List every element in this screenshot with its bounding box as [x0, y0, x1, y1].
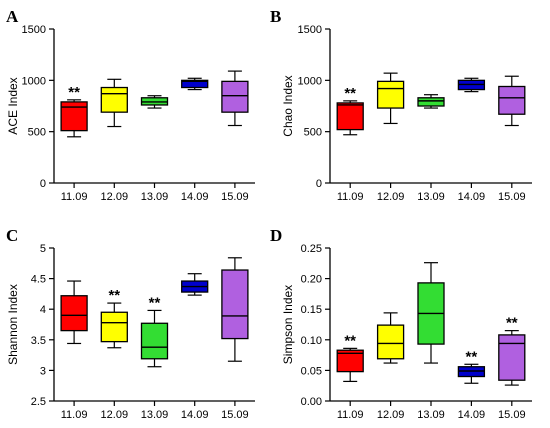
y-tick-label: 0	[40, 178, 46, 190]
box-15.09	[221, 257, 249, 362]
y-axis-label: ACE Index	[6, 77, 20, 134]
y-tick-label: 0.15	[301, 304, 322, 316]
x-tick-label: 15.09	[221, 409, 249, 421]
x-tick-label: 14.09	[458, 191, 486, 203]
significance-marker: **	[344, 85, 356, 102]
y-tick-label: 5	[40, 243, 46, 255]
significance-marker: **	[506, 315, 518, 332]
box-15.09	[498, 330, 526, 386]
box-12.09	[100, 78, 128, 128]
y-tick-label: 1000	[298, 75, 322, 87]
x-tick-label: 15.09	[498, 191, 526, 203]
box-body	[221, 80, 249, 113]
box-12.09	[376, 72, 405, 125]
box-14.09	[181, 77, 209, 91]
x-tick-label: 11.09	[337, 409, 364, 421]
box-body	[60, 295, 88, 332]
box-13.09	[417, 262, 445, 364]
y-tick-label: 1500	[298, 24, 322, 36]
box-body	[376, 324, 405, 360]
x-tick-label: 12.09	[101, 191, 129, 203]
box-body	[100, 86, 128, 113]
box-11.09	[336, 347, 364, 383]
significance-marker: **	[68, 84, 80, 101]
x-tick-label: 13.09	[141, 191, 169, 203]
x-tick-label: 12.09	[377, 191, 405, 203]
box-body	[140, 322, 169, 360]
x-tick-label: 11.09	[61, 409, 88, 421]
significance-marker: **	[344, 332, 356, 349]
significance-marker: **	[466, 348, 478, 365]
box-body	[376, 80, 405, 109]
y-tick-label: 4	[40, 304, 46, 316]
box-11.09	[60, 280, 88, 345]
x-tick-label: 11.09	[61, 191, 88, 203]
x-tick-label: 12.09	[377, 409, 405, 421]
panel-letter: B	[270, 7, 281, 26]
panel-c: C Shannon Index 2.5 3 3.5 4 4.5 5 11.09 12.09 13.0…	[6, 226, 255, 421]
y-tick-label: 4.5	[31, 274, 46, 286]
box-13.09	[140, 309, 169, 368]
y-tick-label: 0.00	[301, 396, 322, 408]
y-tick-label: 3	[40, 365, 46, 377]
box-11.09	[336, 100, 364, 136]
box-14.09	[457, 363, 486, 384]
y-tick-label: 0	[316, 178, 322, 190]
panel-b: B Chao Index 0 500 1000 1500 11.09 12.09 13.09 14…	[270, 7, 532, 203]
box-13.09	[417, 94, 445, 109]
y-axis-label: Simpson Index	[281, 285, 295, 364]
y-tick-label: 1000	[22, 75, 46, 87]
box-15.09	[221, 70, 249, 127]
box-body	[60, 101, 88, 132]
y-tick-label: 500	[28, 127, 46, 139]
y-tick-label: 0.20	[301, 274, 322, 286]
box-body	[100, 311, 128, 343]
y-tick-label: 500	[304, 127, 322, 139]
panel-d: D Simpson Index 0.00 0.05 0.10 0.15 0.20 0.25 11…	[270, 226, 532, 421]
panel-letter: C	[6, 226, 18, 245]
y-tick-label: 0.10	[301, 335, 322, 347]
box-14.09	[457, 77, 486, 93]
y-tick-label: 2.5	[31, 396, 46, 408]
box-body	[181, 79, 209, 89]
box-12.09	[100, 302, 128, 349]
x-tick-label: 14.09	[181, 191, 209, 203]
box-body	[336, 102, 364, 131]
box-15.09	[498, 75, 526, 127]
box-body	[336, 349, 364, 373]
box-14.09	[181, 273, 209, 296]
x-tick-label: 13.09	[141, 409, 169, 421]
x-tick-label: 12.09	[101, 409, 129, 421]
significance-marker: **	[108, 287, 120, 304]
x-tick-label: 15.09	[221, 191, 249, 203]
box-body	[221, 269, 249, 340]
y-tick-label: 1500	[22, 24, 46, 36]
x-tick-label: 13.09	[417, 409, 445, 421]
y-axis-label: Shannon Index	[6, 284, 20, 365]
box-11.09	[60, 99, 88, 138]
y-tick-label: 3.5	[31, 335, 46, 347]
y-axis-label: Chao Index	[281, 75, 295, 136]
box-body	[498, 334, 526, 381]
box-body	[498, 85, 526, 115]
y-tick-label: 0.25	[301, 243, 322, 255]
box-13.09	[140, 95, 169, 109]
x-tick-label: 15.09	[498, 409, 526, 421]
x-tick-label: 14.09	[458, 409, 486, 421]
box-12.09	[376, 312, 405, 364]
significance-marker: **	[149, 294, 161, 311]
x-tick-label: 11.09	[337, 191, 364, 203]
panel-letter: D	[270, 226, 282, 245]
box-body	[417, 97, 445, 107]
panel-letter: A	[6, 7, 19, 26]
panel-a: A ACE Index 0 500 1000 1500 11.09 12.09 13.09 14.…	[6, 7, 255, 203]
y-tick-label: 0.05	[301, 365, 322, 377]
x-tick-label: 14.09	[181, 409, 209, 421]
x-tick-label: 13.09	[417, 191, 445, 203]
